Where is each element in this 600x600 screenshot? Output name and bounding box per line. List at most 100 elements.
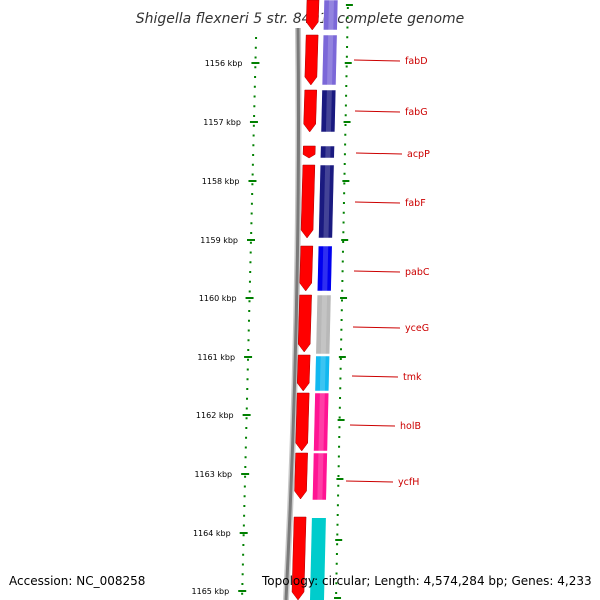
right-dot (339, 358, 342, 360)
right-dot (338, 416, 341, 419)
accession-text: Accession: NC_008258 (9, 574, 146, 588)
right-dot (335, 572, 338, 575)
ruler-dot (241, 592, 244, 595)
right-major-tick (340, 297, 348, 299)
ruler-label: 1157 kbp (203, 118, 241, 127)
ruler-dot (251, 193, 254, 195)
right-dot (337, 465, 340, 468)
right-dot (342, 241, 345, 243)
gene-leader-line (351, 375, 399, 378)
gene-segment (320, 145, 335, 159)
right-major-tick (335, 539, 343, 541)
right-dot (346, 7, 349, 9)
right-dot (343, 153, 346, 156)
ruler-dot (250, 212, 253, 215)
ruler-label: 1159 kbp (200, 236, 238, 245)
map-title: Shigella flexneri 5 str. 8401, complete … (136, 11, 465, 27)
right-dot (341, 260, 344, 263)
gene-label-tmk: tmk (403, 372, 422, 383)
ruler-dot (246, 397, 249, 400)
ruler-dot (244, 446, 247, 449)
gene-label-ycfH: ycfH (398, 477, 419, 488)
right-major-tick (341, 239, 349, 241)
right-dot (336, 504, 339, 507)
right-dot (338, 406, 341, 409)
right-dot (344, 133, 347, 136)
ruler-dot (247, 349, 250, 351)
right-dot (336, 514, 339, 516)
ruler-dot (247, 319, 250, 322)
gene-leader-line (355, 152, 403, 155)
ruler-dot (246, 378, 249, 381)
right-dot (345, 65, 348, 68)
right-dot (344, 114, 347, 117)
ruler-dot (241, 573, 244, 576)
forward-cds-arrow (291, 516, 307, 600)
gene-segment (321, 34, 338, 86)
ruler-dot (253, 105, 256, 108)
right-major-tick (345, 4, 353, 6)
ruler-dot (254, 66, 257, 69)
ruler-dot (247, 329, 250, 332)
ruler-label: 1156 kbp (205, 59, 243, 68)
right-dot (336, 533, 339, 536)
right-dot (340, 319, 343, 321)
right-dot (343, 192, 346, 195)
gene-label-pabC: pabC (405, 267, 430, 278)
ruler-dot (245, 427, 248, 429)
ruler-dot (244, 475, 247, 478)
ruler-dot (245, 417, 248, 420)
ruler-label: 1158 kbp (202, 177, 240, 186)
gene-leader-line (353, 270, 401, 273)
gene-label-holB: holB (400, 421, 421, 432)
ruler-dot (247, 339, 250, 342)
ruler-dot (245, 407, 248, 410)
gene-segment (316, 245, 333, 292)
ruler-dot (244, 466, 247, 468)
forward-cds-arrow (302, 145, 316, 159)
ruler-label: 1164 kbp (193, 529, 231, 538)
gene-segment (322, 0, 339, 31)
right-dot (341, 270, 344, 273)
ruler-dot (249, 271, 252, 273)
ruler-dot (252, 124, 255, 127)
right-dot (346, 16, 349, 19)
right-tick-track (334, 4, 353, 599)
gene-segment (318, 164, 335, 239)
gene-leader-line (349, 424, 396, 427)
forward-cds-arrow (303, 89, 318, 133)
right-dot (345, 75, 348, 78)
ruler-dot (250, 222, 253, 225)
right-dot (335, 562, 338, 565)
right-dot (344, 104, 347, 107)
gene-leader-line (352, 326, 401, 329)
ruler-dot (254, 46, 257, 49)
ruler-dot (243, 514, 246, 517)
ruler-dot (246, 388, 249, 390)
ruler-dot (245, 436, 248, 439)
right-dot (343, 172, 346, 175)
right-dot (337, 455, 340, 458)
ruler-dot (241, 583, 244, 585)
right-dot (339, 377, 342, 380)
right-dot (340, 309, 343, 312)
ruler-label: 1160 kbp (199, 294, 237, 303)
right-major-tick (334, 597, 342, 599)
right-dot (343, 163, 346, 165)
ruler-dot (250, 202, 253, 205)
right-dot (342, 202, 345, 204)
ruler-dot (248, 290, 251, 293)
ruler-dot (243, 485, 246, 488)
ruler-label: 1165 kbp (192, 587, 230, 596)
right-dot (337, 494, 340, 497)
gene-label-yceG: yceG (405, 323, 429, 334)
ruler-dot (251, 183, 254, 186)
gene-label-fabD: fabD (405, 56, 428, 67)
right-dot (339, 367, 342, 370)
right-dot (339, 397, 342, 399)
ruler-dot (243, 505, 246, 507)
forward-cds-arrow (296, 354, 311, 392)
right-dot (342, 221, 345, 224)
ruler-label: 1161 kbp (197, 353, 235, 362)
